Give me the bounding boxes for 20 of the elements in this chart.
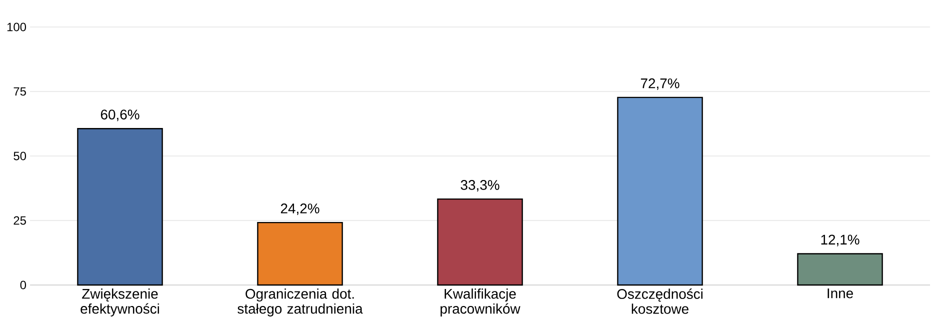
x-tick-label: Ograniczenia dot. stałego zatrudnienia xyxy=(238,288,363,316)
x-tick-label: Kwalifikacje pracowników xyxy=(440,288,520,316)
y-tick-label: 75 xyxy=(14,87,26,96)
y-tick-label: 25 xyxy=(14,216,26,225)
x-tick-label: Inne xyxy=(828,288,853,298)
data-label: 24,2% xyxy=(280,204,320,216)
data-label: 33,3% xyxy=(460,180,500,192)
y-tick-label: 0 xyxy=(20,280,26,290)
data-label: 12,1% xyxy=(821,234,860,246)
bar xyxy=(797,253,883,286)
data-label: 72,7% xyxy=(640,78,680,90)
y-tick-label: 100 xyxy=(7,22,26,32)
bar xyxy=(77,128,163,286)
data-label: 60,6% xyxy=(100,110,140,122)
bar xyxy=(257,222,343,286)
x-tick-label: Zwiększenie efektywności xyxy=(80,288,159,316)
y-tick-label: 50 xyxy=(14,152,26,160)
bar xyxy=(617,96,703,286)
bar xyxy=(437,198,523,286)
x-tick-label: Oszczędności kosztowe xyxy=(617,288,702,314)
